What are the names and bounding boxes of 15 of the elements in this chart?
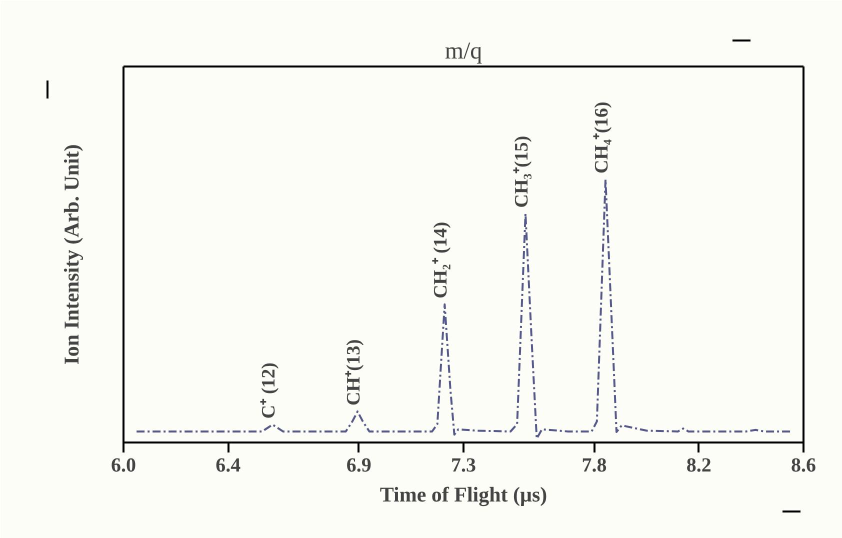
x-tick-label: 6.4 [216,454,241,476]
annotation: CH₂⁺ (14) [430,222,452,298]
x-tick-label: 7.8 [582,454,607,476]
x-tick-label: 6.0 [111,454,136,476]
y-axis-title: Ion Intensity (Arb. Unit) [60,144,84,365]
x-tick-label: 8.2 [686,454,712,476]
x-tick-label: 7.3 [451,454,476,476]
annotation: C⁺ (12) [258,362,280,419]
x-tick-label: 8.6 [791,454,816,476]
x-tick-label: 6.9 [346,454,372,476]
x-axis-title: Time of Flight (μs) [380,482,548,506]
annotation: CH₄⁺(16) [592,102,613,174]
x2-axis-title: m/q [444,38,482,64]
annotation: CH₃⁺(15) [511,136,532,208]
annotation: CH⁺(13) [344,339,365,406]
